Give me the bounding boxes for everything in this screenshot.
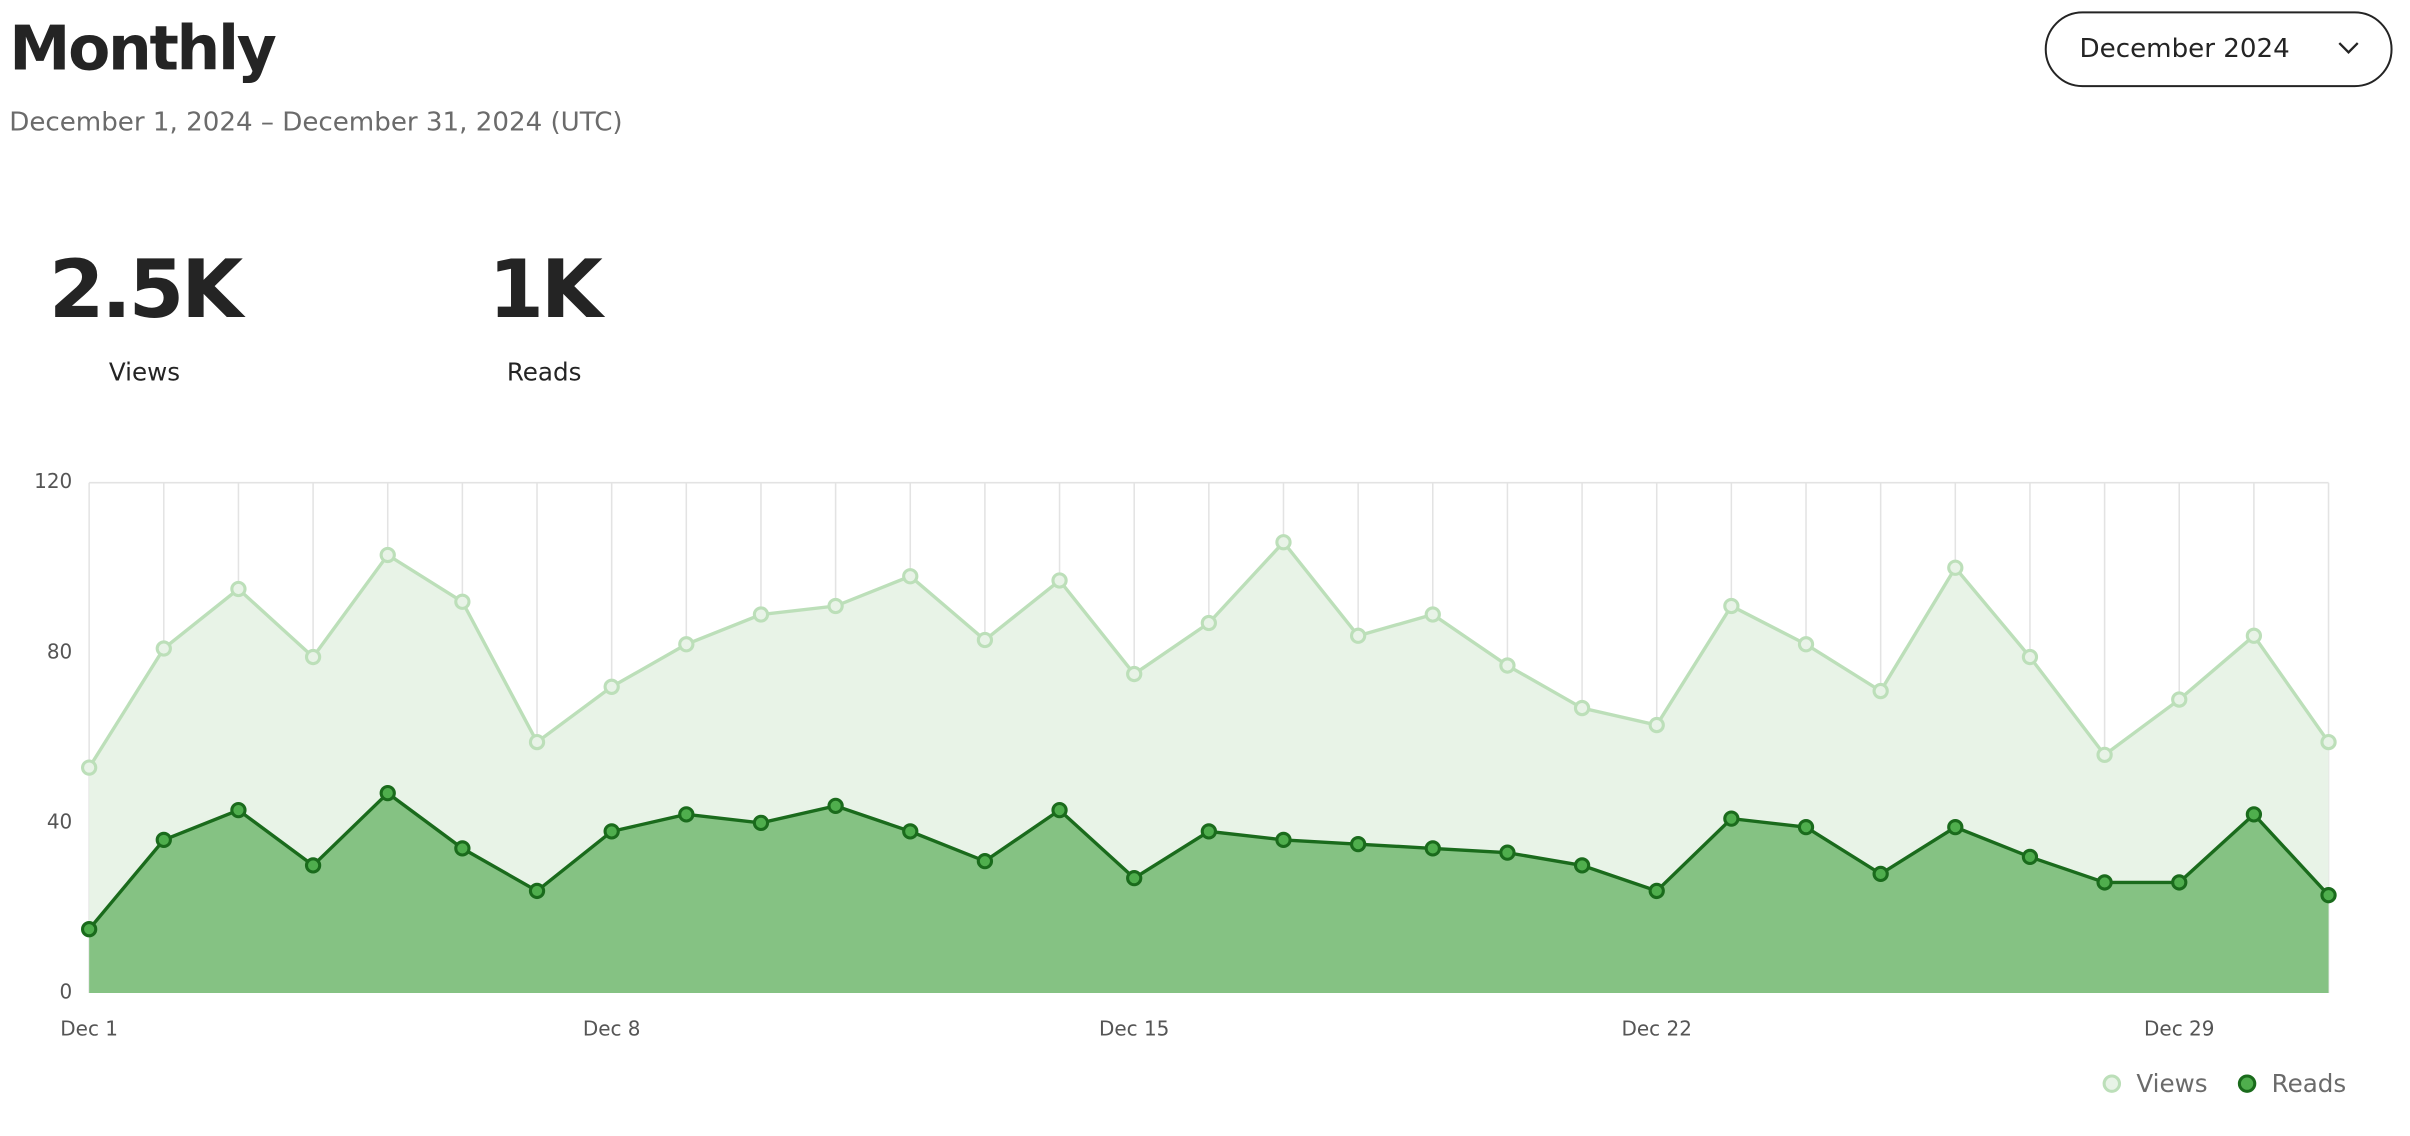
point bbox=[752, 606, 770, 623]
point bbox=[1349, 835, 1367, 853]
point bbox=[528, 733, 546, 751]
legend-marker bbox=[2102, 1074, 2122, 1093]
point bbox=[304, 857, 322, 874]
chevron[interactable] bbox=[2338, 42, 2359, 54]
point bbox=[1349, 627, 1367, 644]
point bbox=[454, 840, 471, 857]
y-tick-label: 80 bbox=[47, 639, 72, 663]
point bbox=[827, 797, 844, 815]
point bbox=[603, 823, 620, 840]
point bbox=[1648, 882, 1665, 900]
date-range: December 1, 2024 – December 31, 2024 (UT… bbox=[9, 108, 622, 138]
area bbox=[89, 793, 2329, 993]
point bbox=[827, 597, 844, 615]
point bbox=[902, 568, 919, 585]
point bbox=[902, 823, 919, 840]
stat-label: Views bbox=[109, 358, 180, 387]
dropdown-label[interactable]: December 2024 bbox=[2080, 34, 2290, 64]
point bbox=[1126, 870, 1143, 887]
point bbox=[1797, 636, 1815, 653]
point bbox=[1872, 682, 1889, 700]
point bbox=[2320, 733, 2337, 751]
x-tick-label: Dec 22 bbox=[1622, 1016, 1692, 1040]
y-tick-label: 40 bbox=[47, 809, 72, 833]
point bbox=[528, 882, 546, 900]
stat-value: 1K bbox=[488, 243, 606, 336]
x-tick-label: Dec 8 bbox=[583, 1016, 641, 1040]
point bbox=[2171, 874, 2188, 891]
point bbox=[1573, 699, 1591, 717]
point bbox=[678, 636, 695, 653]
point bbox=[1648, 716, 1665, 734]
point bbox=[2096, 874, 2113, 891]
stat-label: Reads bbox=[507, 358, 582, 387]
point bbox=[80, 921, 98, 938]
point bbox=[1499, 844, 1516, 861]
point bbox=[1947, 818, 1964, 836]
point bbox=[1126, 665, 1143, 683]
point bbox=[304, 648, 322, 666]
point bbox=[2171, 691, 2188, 708]
point bbox=[454, 593, 471, 610]
point bbox=[1051, 801, 1068, 819]
point bbox=[2021, 648, 2039, 666]
point bbox=[379, 784, 396, 802]
legend-label: Views bbox=[2136, 1069, 2207, 1098]
point bbox=[678, 806, 695, 823]
point bbox=[1200, 614, 1217, 632]
month-dropdown[interactable]: December 2024 bbox=[2044, 11, 2393, 88]
point bbox=[1723, 810, 1740, 827]
point bbox=[230, 580, 247, 598]
y-tick-label: 0 bbox=[60, 979, 73, 1003]
point bbox=[976, 853, 994, 870]
point bbox=[1051, 572, 1068, 589]
legend-marker bbox=[2237, 1074, 2257, 1093]
point bbox=[155, 640, 172, 657]
point bbox=[752, 814, 770, 832]
page-title: Monthly bbox=[9, 13, 276, 84]
point bbox=[2320, 887, 2337, 904]
point bbox=[2021, 848, 2039, 866]
point bbox=[1200, 823, 1217, 840]
y-tick-label: 120 bbox=[34, 469, 72, 493]
point bbox=[1499, 657, 1516, 674]
point bbox=[80, 759, 98, 776]
point bbox=[155, 831, 172, 849]
x-tick-label: Dec 29 bbox=[2144, 1016, 2214, 1040]
point bbox=[976, 631, 994, 649]
point bbox=[1275, 831, 1292, 849]
dropdown-box[interactable] bbox=[2044, 11, 2393, 88]
point bbox=[1723, 597, 1740, 615]
point bbox=[2245, 806, 2263, 823]
point bbox=[1797, 818, 1815, 836]
point bbox=[230, 801, 247, 819]
x-tick-label: Dec 15 bbox=[1099, 1016, 1169, 1040]
point bbox=[1573, 857, 1591, 874]
point bbox=[1947, 559, 1964, 576]
point bbox=[379, 546, 396, 564]
point bbox=[2245, 627, 2263, 644]
point bbox=[1275, 534, 1292, 551]
point bbox=[1872, 865, 1889, 883]
point bbox=[603, 678, 620, 695]
point bbox=[1424, 606, 1441, 623]
legend-label: Reads bbox=[2272, 1069, 2347, 1098]
x-tick-label: Dec 1 bbox=[60, 1016, 118, 1040]
point bbox=[2096, 746, 2113, 763]
stat-value: 2.5K bbox=[49, 243, 246, 336]
point bbox=[1424, 840, 1441, 857]
